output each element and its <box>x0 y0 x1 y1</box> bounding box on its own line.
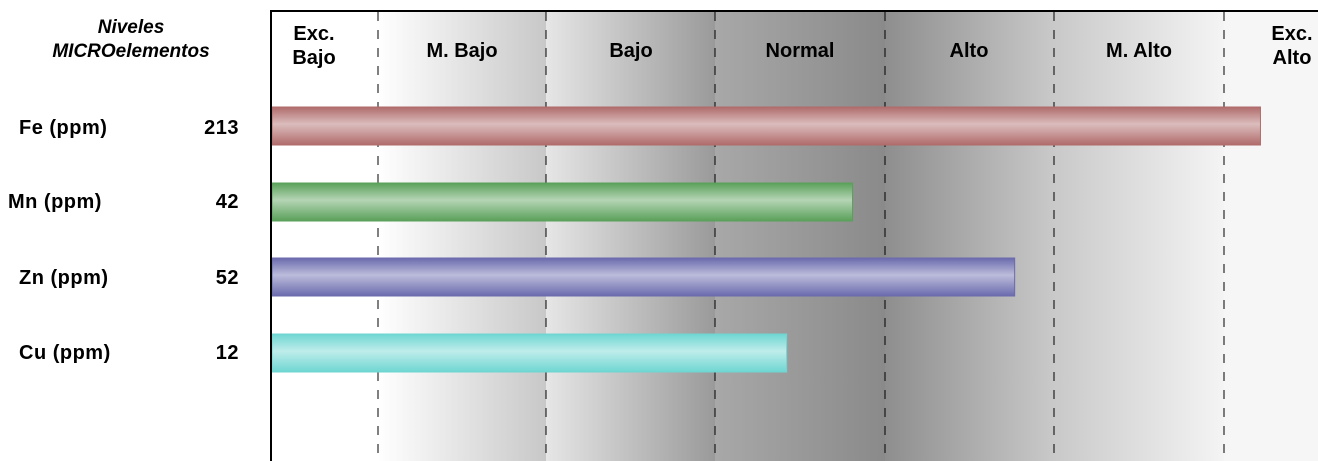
level-label: Normal <box>766 40 835 62</box>
level-label: M. Alto <box>1106 40 1172 62</box>
row-label-mn: Mn (ppm) 42 <box>0 182 245 222</box>
category-label: Cu (ppm) <box>19 342 111 364</box>
row-label-cu: Cu (ppm) 12 <box>0 333 245 373</box>
bar-outline <box>272 106 1261 146</box>
category-label: Mn (ppm) <box>8 191 102 213</box>
level-label: Bajo <box>609 40 652 62</box>
row-label-fe: Fe (ppm) 213 <box>0 108 245 148</box>
value-label: 42 <box>215 191 239 213</box>
bar-sheen <box>272 183 853 221</box>
header-title-line2: MICROelementos <box>52 41 210 62</box>
level-zone <box>546 12 715 461</box>
plot-svg: Exc. Bajo M. Bajo Bajo Normal Alto M. Alto Exc.… <box>272 12 1318 461</box>
level-label: Exc. Bajo <box>292 23 335 69</box>
level-label: Alto <box>950 40 989 62</box>
plot-area: Exc. Bajo M. Bajo Bajo Normal Alto M. Alto Exc.… <box>270 10 1318 461</box>
value-label: 12 <box>215 342 239 364</box>
bar-sheen <box>272 107 1261 145</box>
value-label: 213 <box>204 117 239 139</box>
category-label: Fe (ppm) <box>19 117 108 139</box>
level-label: M. Bajo <box>426 40 497 62</box>
bar-outline <box>272 333 788 373</box>
header-title-line1: Niveles <box>97 17 165 38</box>
bar-sheen <box>272 258 1015 296</box>
level-zone <box>1054 12 1224 461</box>
value-label: 52 <box>215 267 239 289</box>
level-label: Exc. Alto <box>1271 23 1312 69</box>
level-zone <box>378 12 546 461</box>
bar-sheen <box>272 334 787 372</box>
bar-outline <box>272 182 854 222</box>
category-label: Zn (ppm) <box>19 267 109 289</box>
level-zone <box>715 12 885 461</box>
level-zone <box>272 12 378 461</box>
row-label-zn: Zn (ppm) 52 <box>0 258 245 298</box>
level-zone <box>885 12 1054 461</box>
bar-outline <box>272 257 1016 297</box>
chart-header-title: Niveles MICROelementos <box>0 16 262 64</box>
level-zone <box>1224 12 1318 461</box>
